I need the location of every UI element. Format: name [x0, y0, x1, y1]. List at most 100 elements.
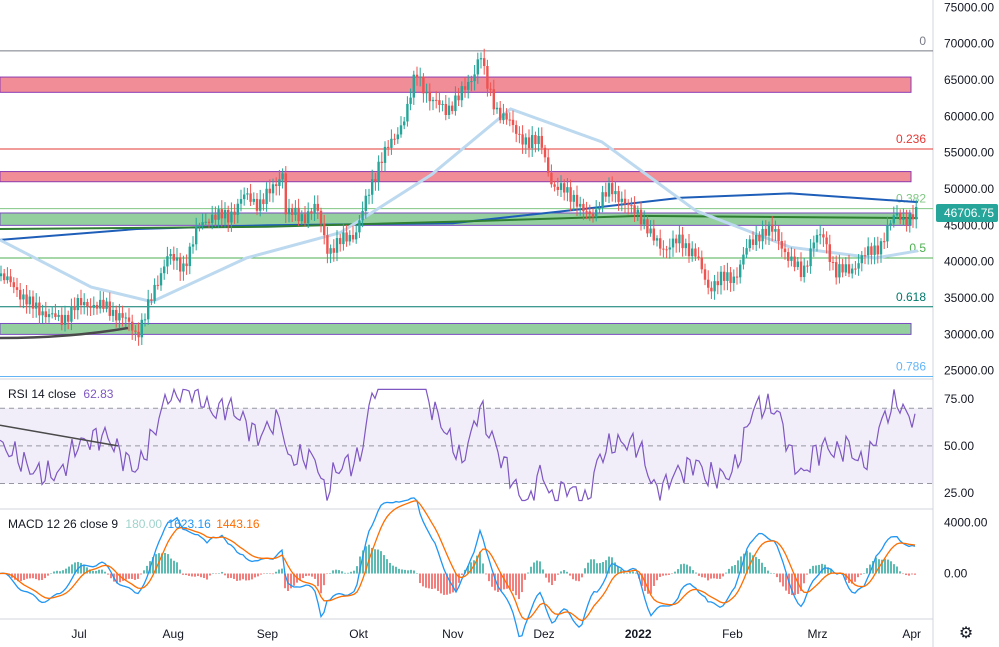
candle-body — [655, 238, 659, 241]
macd-histogram-bar — [662, 573, 664, 576]
macd-histogram-bar — [578, 573, 580, 582]
macd-histogram-bar — [530, 566, 532, 574]
candle-body — [803, 265, 806, 278]
candle-body — [518, 133, 521, 135]
macd-histogram-bar — [242, 573, 244, 580]
macd-histogram-bar — [794, 573, 796, 595]
rsi-trendline — [0, 424, 119, 447]
macd-histogram-bar — [80, 562, 82, 574]
macd-histogram-bar — [203, 573, 205, 579]
macd-histogram-bar — [668, 573, 670, 575]
candle-body — [700, 257, 703, 270]
candle-body — [761, 228, 764, 242]
candle-body — [294, 207, 297, 215]
macd-histogram-bar — [545, 573, 547, 578]
candle-body — [467, 81, 470, 90]
candle-body — [908, 214, 911, 225]
macd-histogram-bar — [743, 553, 745, 574]
macd-histogram-bar — [665, 573, 667, 576]
candle-body — [377, 161, 380, 182]
macd-histogram-bar — [47, 573, 49, 576]
macd-legend: MACD 12 26 close 9 180.00 1623.16 1443.1… — [8, 517, 260, 531]
candle-body — [47, 314, 51, 318]
candle-body — [342, 232, 345, 245]
candle-body — [393, 138, 396, 140]
candle-body — [748, 239, 751, 249]
candle-body — [428, 92, 431, 102]
macd-histogram-bar — [404, 569, 406, 574]
macd-histogram-bar — [305, 573, 307, 577]
candle-body — [652, 228, 655, 241]
candle-body — [617, 191, 620, 202]
candle-body — [108, 301, 111, 316]
macd-histogram-bar — [623, 572, 625, 574]
candle-body — [812, 242, 815, 249]
candle-body — [243, 194, 246, 200]
candle-body — [758, 234, 761, 242]
macd-histogram-bar — [59, 571, 61, 574]
macd-histogram-bar — [275, 571, 277, 574]
candle-body — [31, 296, 35, 309]
candle-body — [211, 214, 214, 224]
candle-body — [540, 135, 543, 148]
gear-icon[interactable]: ⚙ — [958, 625, 974, 642]
candle-body — [339, 238, 342, 245]
candle-body — [911, 214, 915, 220]
macd-histogram-bar — [779, 573, 781, 583]
candle-body — [694, 248, 697, 257]
candle-body — [387, 146, 390, 148]
macd-histogram-bar — [380, 551, 382, 574]
candle-body — [684, 243, 687, 249]
candle-body — [291, 208, 294, 215]
trend-arc — [0, 326, 129, 340]
candle-body — [716, 281, 719, 286]
candle-body — [67, 314, 70, 322]
candle-body — [879, 241, 883, 255]
candle-body — [841, 264, 844, 273]
macd-histogram-bar — [890, 561, 892, 574]
candle-body — [579, 203, 582, 207]
candle-body — [303, 214, 307, 224]
last-price-label: 46706.75 — [944, 206, 994, 220]
candle-body — [457, 95, 460, 101]
macd-histogram-bar — [440, 573, 442, 594]
candle-body — [899, 213, 902, 220]
macd-histogram-bar — [518, 573, 520, 600]
candle-body — [131, 321, 134, 331]
macd-histogram-bar — [767, 570, 769, 574]
candle-body — [591, 214, 595, 217]
macd-histogram-bar — [266, 573, 268, 574]
fib-level-label: 0.786 — [896, 360, 926, 374]
macd-histogram-bar — [62, 570, 64, 574]
candle-body — [406, 103, 409, 122]
macd-histogram-bar — [320, 573, 322, 594]
macd-histogram-bar — [32, 573, 34, 579]
price-tick-label: 65000.00 — [944, 73, 994, 87]
candle-body — [25, 294, 28, 305]
macd-histogram-bar — [155, 554, 157, 574]
candle-body — [182, 263, 185, 272]
candle-body — [719, 271, 723, 286]
macd-histogram-bar — [683, 563, 685, 574]
candle-body — [76, 298, 79, 311]
macd-histogram-bar — [260, 573, 262, 575]
candle-body — [239, 199, 243, 204]
candle-body — [44, 311, 47, 318]
macd-histogram-bar — [689, 566, 691, 574]
macd-histogram-bar — [419, 573, 421, 584]
candle-body — [332, 248, 335, 253]
macd-histogram-bar — [554, 573, 556, 581]
candle-body — [614, 191, 617, 195]
time-tick-label: Feb — [722, 627, 743, 641]
macd-histogram-bar — [362, 550, 364, 574]
macd-histogram-bar — [161, 553, 163, 574]
candle-body — [134, 330, 137, 332]
candle-body — [191, 244, 195, 247]
macd-histogram-bar — [386, 559, 388, 574]
candle-body — [777, 229, 780, 242]
macd-histogram-bar — [914, 573, 916, 575]
time-tick-label: Sep — [257, 627, 279, 641]
macd-histogram-bar — [719, 573, 721, 579]
macd-histogram-bar — [134, 573, 136, 580]
